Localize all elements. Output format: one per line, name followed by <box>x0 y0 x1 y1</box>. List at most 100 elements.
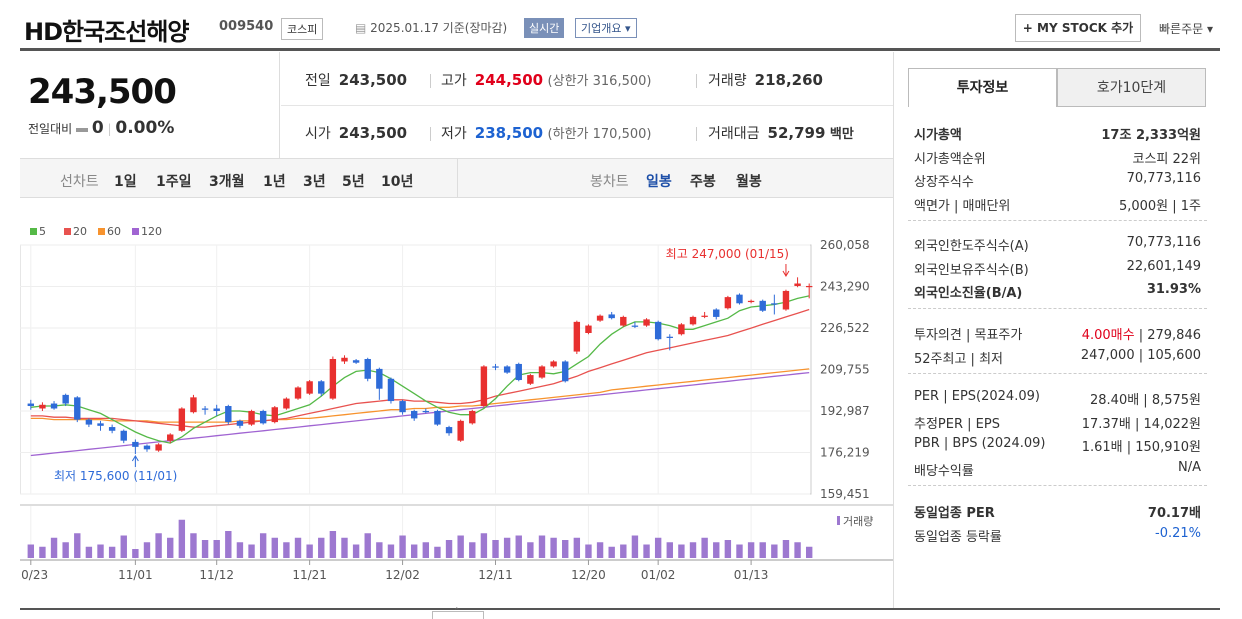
volume-bar <box>225 531 232 558</box>
period-1d[interactable]: 1일 <box>114 174 137 190</box>
prev-value: 243,500 <box>338 71 408 89</box>
volume-bar <box>74 533 81 558</box>
y-tick-label: 209,755 <box>820 362 870 376</box>
info-value-text: 코스피 22위 <box>1132 151 1201 167</box>
candle-body <box>469 410 476 424</box>
volume-bar <box>515 535 522 558</box>
period-1y[interactable]: 1년 <box>263 174 286 190</box>
volume-bar <box>27 544 35 558</box>
stat-prev: 전일 243,500 <box>305 70 407 90</box>
volume-bar <box>120 535 127 558</box>
market-badge: 코스피 <box>281 18 324 40</box>
volume-bar <box>248 544 255 558</box>
info-row: PBR | BPS (2024.09) 1.61배 | 150,910원 <box>914 436 1201 456</box>
info-value: N/A <box>1178 460 1201 475</box>
candle-body <box>631 325 639 327</box>
quick-order-dropdown[interactable]: 빠른주문 ▾ <box>1159 22 1213 36</box>
y-tick-label: 260,058 <box>820 238 870 252</box>
candle-body <box>318 381 325 394</box>
candle-body <box>236 420 244 426</box>
realtime-button[interactable]: 실시간 <box>524 18 565 38</box>
candle-body <box>794 283 801 286</box>
period-3y[interactable]: 3년 <box>303 174 326 190</box>
expand-toggle[interactable]: ⌃ <box>432 607 484 619</box>
info-key: 시가총액 <box>914 128 962 143</box>
info-row: 추정PER | EPS 17.37배 | 14,022원 <box>914 413 1201 433</box>
info-row: 시가총액 17조 2,333억원 <box>914 124 1201 144</box>
info-value: 247,000 | 105,600 <box>1081 348 1201 363</box>
section-divider <box>908 307 1207 309</box>
candle-body <box>562 361 569 382</box>
info-key: PER | EPS(2024.09) <box>914 389 1040 404</box>
candle-body <box>97 423 104 426</box>
volume-bar <box>306 544 313 558</box>
volume-bar <box>631 535 639 558</box>
y-tick-label: 192,987 <box>820 404 870 418</box>
price-chart[interactable]: 260,058 243,290 226,522 209,755 192,987 176,2… <box>20 198 893 608</box>
high-value: 244,500 <box>474 71 544 89</box>
volume-bar <box>445 540 453 558</box>
period-5y[interactable]: 5년 <box>342 174 365 190</box>
candle-body <box>213 408 220 411</box>
info-value: 31.93% <box>1147 282 1201 297</box>
candle-body <box>167 434 174 441</box>
period-10y[interactable]: 10년 <box>381 174 414 190</box>
period-daily[interactable]: 일봉 <box>646 174 672 190</box>
info-row: 동일업종 PER 70.17배 <box>914 502 1201 522</box>
info-value: 28.40배 | 8,575원 <box>1090 389 1201 408</box>
candle-body <box>515 363 522 381</box>
volume-bar <box>352 544 360 558</box>
volume-bar <box>50 537 58 558</box>
high-label: 고가 <box>441 73 467 89</box>
company-info-dropdown[interactable]: 기업개요 ▾ <box>575 18 637 38</box>
info-row: 투자의견 | 목표주가 4.00매수 | 279,846 <box>914 324 1201 344</box>
period-monthly[interactable]: 월봉 <box>736 174 762 190</box>
stock-code: 009540 <box>219 19 274 34</box>
period-3m[interactable]: 3개월 <box>209 174 245 190</box>
ma-line-ma20 <box>30 308 810 428</box>
section-divider <box>908 485 1207 486</box>
volume-bar <box>422 542 430 558</box>
info-row: 동일업종 등락률 -0.21% <box>914 526 1201 546</box>
info-value-text: 247,000 | 105,600 <box>1080 347 1201 363</box>
volume-bar <box>759 542 766 558</box>
volume-bar <box>399 535 406 558</box>
prev-label: 전일 <box>305 73 331 89</box>
stat-high: 고가 244,500 (상한가 316,500) <box>441 70 651 90</box>
open-label: 시가 <box>305 126 331 142</box>
info-value: 17.37배 | 14,022원 <box>1082 413 1201 432</box>
period-weekly[interactable]: 주봉 <box>690 174 716 190</box>
divider <box>430 74 431 88</box>
candle-body <box>306 381 313 394</box>
volume-bar <box>178 519 186 558</box>
tab-order-book[interactable]: 호가10단계 <box>1057 68 1206 107</box>
candle-body <box>399 401 406 413</box>
info-key: 외국인보유주식수(B) <box>914 262 1029 278</box>
ma-line-ma120 <box>30 371 810 457</box>
volume-bar <box>573 537 581 558</box>
candle-body <box>201 408 209 410</box>
candle-body <box>120 430 127 441</box>
info-value-text: 17.37배 | 14,022원 <box>1081 416 1201 432</box>
candle-body <box>143 445 151 450</box>
top-divider <box>20 48 1220 51</box>
diff-rate: 0.00% <box>115 118 175 138</box>
info-row: 액면가 | 매매단위 5,000원 | 1주 <box>914 195 1201 215</box>
volume-label: 거래량 <box>708 73 747 89</box>
tab-invest-info[interactable]: 투자정보 <box>908 68 1057 107</box>
investment-sidebar: 투자정보 호가10단계 시가총액 17조 2,333억원 시가총액순위 코스피 22위… <box>893 52 1220 608</box>
volume-bar <box>678 544 685 558</box>
candle-body <box>376 368 383 389</box>
volume-bar <box>713 542 720 558</box>
add-mystock-button[interactable]: + MY STOCK 추가 <box>1015 14 1141 42</box>
volume-bar <box>492 540 499 558</box>
candle-body <box>85 419 93 425</box>
period-1w[interactable]: 1주일 <box>156 174 192 190</box>
candle-body <box>39 404 46 409</box>
info-value: 70,773,116 <box>1127 171 1201 186</box>
candle-body <box>538 366 546 378</box>
legend-label: 120 <box>141 225 162 238</box>
volume-legend-swatch <box>837 516 840 525</box>
opinion-value: 4.00매수 <box>1081 328 1135 343</box>
candle-body <box>620 316 627 326</box>
